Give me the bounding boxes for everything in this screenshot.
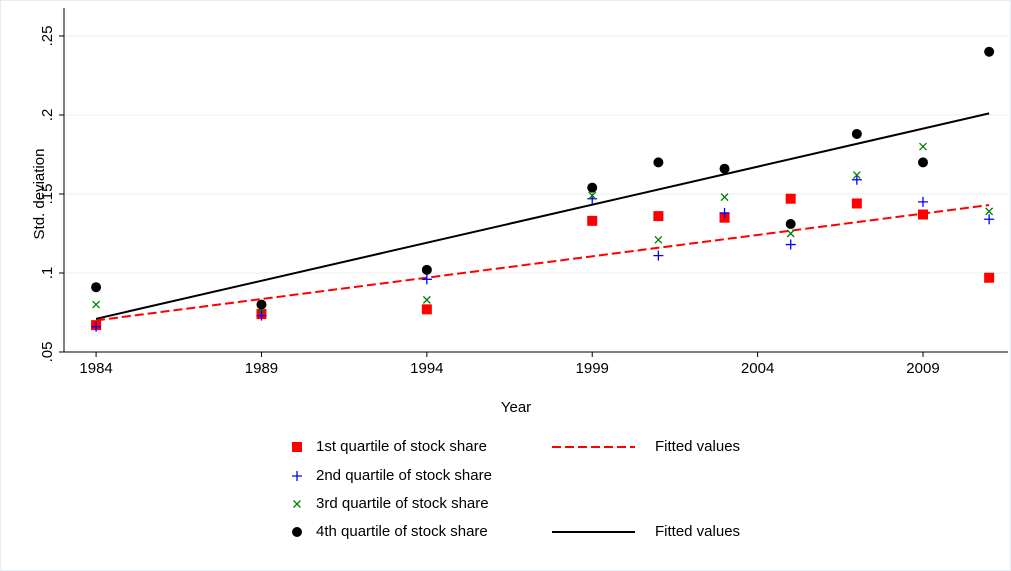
marker-circle	[851, 128, 862, 139]
marker-circle	[917, 157, 928, 168]
marker-circle	[984, 46, 995, 57]
marker-x	[985, 207, 994, 216]
marker-x	[720, 193, 729, 202]
x-tick-label: 2009	[906, 360, 939, 377]
marker-circle	[587, 182, 598, 193]
marker-circle	[292, 527, 302, 537]
marker-square	[653, 211, 664, 222]
marker-square	[851, 198, 862, 209]
marker-x	[852, 171, 861, 179]
marker-plus	[91, 321, 102, 332]
y-tick-label: .05	[39, 342, 56, 363]
x-tick-label: 1989	[245, 360, 278, 377]
marker-square	[421, 304, 432, 315]
marker-circle	[91, 282, 102, 293]
y-tick-label: .1	[39, 267, 56, 280]
legend-label: Fitted values	[655, 523, 740, 540]
fit-line	[95, 112, 990, 320]
y-axis-title: Std. deviation	[31, 149, 48, 240]
marker-plus	[851, 174, 862, 185]
marker-plus	[719, 207, 730, 218]
marker-plus	[653, 250, 664, 261]
marker-circle	[785, 219, 796, 230]
x-tick-label: 1994	[410, 360, 443, 377]
legend-label: 1st quartile of stock share	[316, 438, 487, 455]
marker-circle	[719, 163, 730, 174]
marker-plus	[292, 471, 302, 481]
y-tick-label: .15	[39, 184, 56, 205]
marker-plus	[421, 274, 432, 285]
fit-line	[95, 204, 990, 322]
marker-circle	[421, 264, 432, 275]
marker-x	[588, 191, 597, 200]
x-tick-label: 1999	[576, 360, 609, 377]
marker-plus	[917, 196, 928, 207]
marker-plus	[984, 214, 995, 225]
x-axis-title: Year	[501, 399, 531, 416]
marker-x	[293, 500, 301, 508]
y-tick-label: .2	[39, 109, 56, 122]
legend-label: 3rd quartile of stock share	[316, 495, 489, 512]
legend-label: 2nd quartile of stock share	[316, 467, 492, 484]
marker-x	[786, 229, 795, 238]
marker-x	[92, 300, 101, 309]
marker-plus	[785, 239, 796, 250]
marker-square	[984, 272, 995, 283]
marker-circle	[653, 157, 664, 168]
marker-square	[587, 215, 598, 226]
marker-x	[654, 235, 663, 244]
x-tick-label: 1984	[79, 360, 112, 377]
y-tick-label: .25	[39, 26, 56, 47]
legend-label: Fitted values	[655, 438, 740, 455]
x-tick-label: 2004	[741, 360, 774, 377]
marker-circle	[256, 299, 267, 310]
marker-square	[785, 193, 796, 204]
marker-x	[919, 142, 927, 151]
marker-x	[422, 295, 431, 304]
legend-label: 4th quartile of stock share	[316, 523, 488, 540]
marker-square	[292, 442, 302, 452]
marker-plus	[256, 310, 267, 321]
marker-square	[917, 209, 928, 220]
